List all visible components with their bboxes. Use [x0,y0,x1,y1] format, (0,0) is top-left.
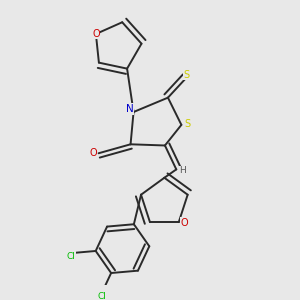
Text: S: S [184,119,190,129]
Text: O: O [92,29,100,39]
Text: Cl: Cl [67,252,76,261]
Text: H: H [179,167,186,176]
Text: N: N [126,104,134,114]
Text: S: S [184,70,190,80]
Text: O: O [180,218,188,228]
Text: O: O [89,148,97,158]
Text: Cl: Cl [98,292,106,300]
